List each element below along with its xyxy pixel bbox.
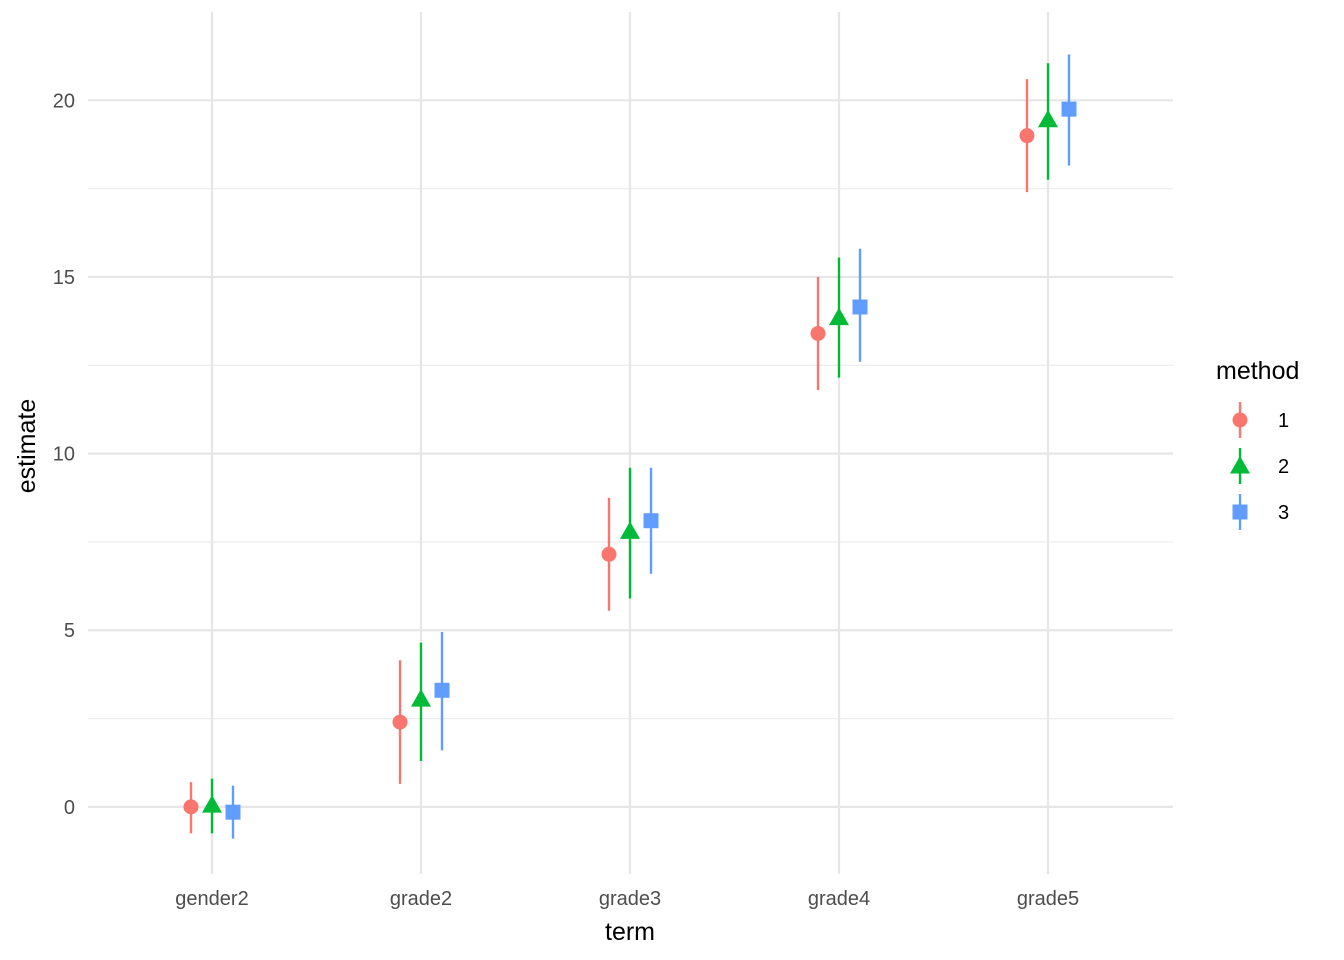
data-marks [183, 54, 1077, 839]
point-marker [225, 804, 241, 820]
y-axis-title: estimate [13, 399, 41, 493]
point-marker [411, 689, 431, 707]
series-2 [202, 63, 1058, 834]
legend-items: 1 2 3 [1230, 402, 1289, 530]
y-axis-tick-labels: 0 5 10 15 20 [53, 90, 75, 819]
legend-key-square [1232, 504, 1248, 520]
point-marker [1061, 101, 1077, 117]
x-tick-label: grade5 [1017, 888, 1079, 910]
point-marker [601, 546, 617, 562]
point-marker [434, 682, 450, 698]
legend-key-circle [1232, 412, 1248, 428]
series-1 [183, 79, 1035, 834]
legend: method 1 2 3 [1216, 357, 1299, 530]
legend-label: 3 [1278, 502, 1289, 524]
y-tick-label: 15 [53, 267, 75, 289]
major-gridlines [88, 12, 1173, 874]
point-marker [1038, 109, 1058, 128]
point-marker [392, 714, 408, 730]
point-marker [183, 799, 199, 815]
x-tick-label: grade3 [599, 888, 661, 910]
y-tick-label: 10 [53, 444, 75, 466]
legend-label: 1 [1278, 410, 1289, 432]
y-tick-label: 5 [64, 620, 75, 642]
legend-title: method [1216, 357, 1299, 385]
x-tick-label: grade4 [808, 888, 870, 910]
series-3 [225, 54, 1077, 839]
legend-label: 2 [1278, 456, 1289, 478]
point-marker [643, 513, 659, 529]
x-axis-title: term [605, 918, 655, 946]
point-marker [829, 307, 849, 326]
point-marker [1019, 128, 1035, 144]
x-axis-tick-labels: gender2 grade2 grade3 grade4 grade5 [175, 888, 1079, 910]
x-tick-label: grade2 [390, 888, 452, 910]
x-tick-label: gender2 [175, 888, 248, 910]
point-marker [202, 795, 222, 813]
y-tick-label: 20 [53, 90, 75, 112]
legend-key-triangle [1230, 456, 1250, 474]
y-tick-label: 0 [64, 797, 75, 819]
point-marker [852, 299, 868, 315]
point-marker [620, 521, 640, 539]
point-marker [810, 325, 826, 341]
